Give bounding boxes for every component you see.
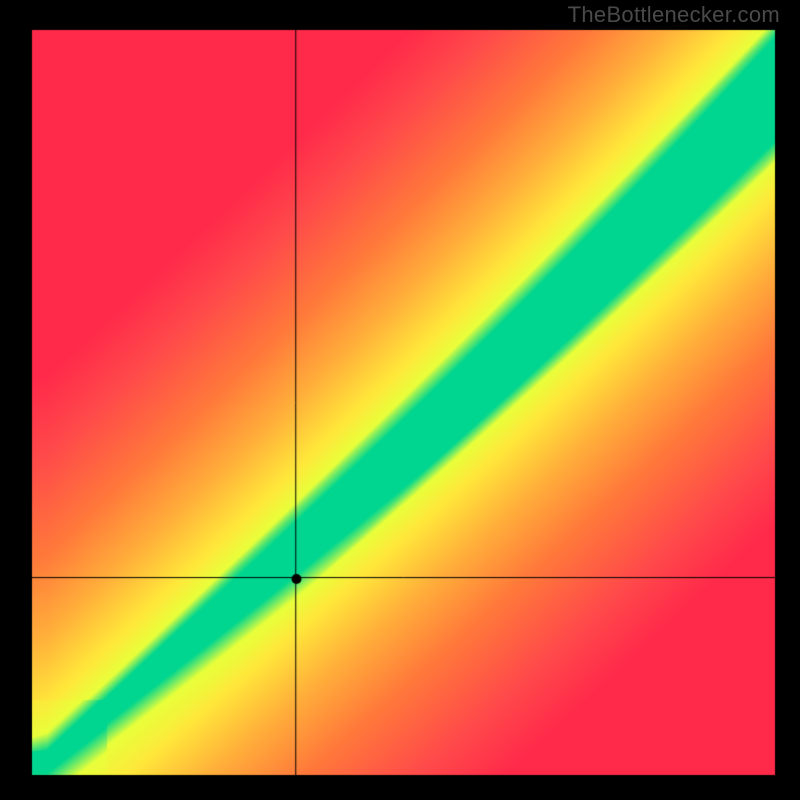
chart-container: TheBottlenecker.com [0,0,800,800]
bottleneck-heatmap [0,0,800,800]
watermark-text: TheBottlenecker.com [568,2,780,28]
